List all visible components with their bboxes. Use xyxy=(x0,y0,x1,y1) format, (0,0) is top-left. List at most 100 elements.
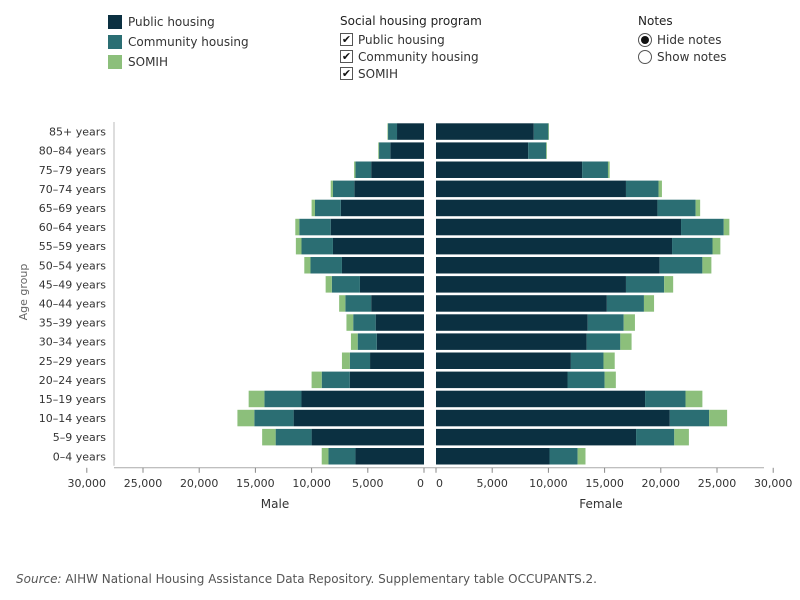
bar-female xyxy=(436,218,682,236)
source-note: Source: AIHW National Housing Assistance… xyxy=(16,572,597,586)
bar-male xyxy=(248,390,265,408)
filter-option-community-housing[interactable]: ✔ Community housing xyxy=(340,48,482,65)
bar-female xyxy=(436,352,571,369)
bar-female xyxy=(672,237,713,255)
bar-female xyxy=(643,295,655,312)
x-tick-label: 5,000 xyxy=(476,477,508,490)
age-group-label: 60–64 years xyxy=(39,221,107,234)
bar-female xyxy=(436,199,658,217)
bar-female xyxy=(436,257,660,274)
bar-female xyxy=(657,199,696,217)
x-tick-label: 20,000 xyxy=(642,477,681,490)
bar-female xyxy=(528,142,547,159)
filter-option-label: Public housing xyxy=(358,32,445,47)
age-group-label: 10–14 years xyxy=(39,412,107,425)
age-group-label: 0–4 years xyxy=(53,450,107,463)
y-axis-label: Age group xyxy=(17,264,30,321)
filter-option-public-housing[interactable]: ✔ Public housing xyxy=(340,31,482,48)
notes-toggle: Notes Hide notes Show notes xyxy=(638,14,726,65)
bar-male xyxy=(354,161,356,178)
age-group-label: 35–39 years xyxy=(39,317,107,330)
bar-female xyxy=(436,180,626,198)
bar-female xyxy=(664,276,674,293)
filter-title: Social housing program xyxy=(340,14,482,28)
bar-male xyxy=(237,409,255,427)
x-tick-label: 0 xyxy=(417,477,424,490)
bar-female xyxy=(586,333,621,350)
bar-female xyxy=(604,371,616,389)
bar-female xyxy=(533,123,549,140)
radio-unselected-icon[interactable] xyxy=(638,49,652,64)
x-tick-label: 5,000 xyxy=(352,477,384,490)
filter-option-label: Community housing xyxy=(358,49,479,64)
bar-male xyxy=(397,123,424,140)
age-group-label: 5–9 years xyxy=(53,431,107,444)
notes-option-hide[interactable]: Hide notes xyxy=(638,31,726,48)
bar-female xyxy=(436,295,607,312)
notes-title: Notes xyxy=(638,14,673,28)
bar-male xyxy=(275,428,312,446)
age-group-label: 70–74 years xyxy=(39,183,107,196)
bar-female xyxy=(436,371,568,389)
bar-female xyxy=(636,428,675,446)
bar-female xyxy=(570,352,604,369)
x-tick-label: 15,000 xyxy=(236,477,275,490)
bar-female xyxy=(582,161,608,178)
bar-female xyxy=(436,123,534,140)
bar-male xyxy=(359,276,424,293)
x-tick-label: 30,000 xyxy=(68,477,107,490)
legend-label: SOMIH xyxy=(128,55,168,69)
bar-male xyxy=(311,199,315,217)
source-prefix: Source: xyxy=(16,572,62,586)
radio-selected-icon[interactable] xyxy=(638,32,652,47)
bar-male xyxy=(378,142,380,159)
checkbox-checked-icon[interactable]: ✔ xyxy=(340,67,353,80)
age-group-label: 75–79 years xyxy=(39,164,107,177)
age-group-label: 30–34 years xyxy=(39,336,107,349)
bar-male xyxy=(321,448,329,465)
bar-male xyxy=(388,123,398,140)
bar-male xyxy=(301,237,333,255)
x-tick-label: 10,000 xyxy=(292,477,331,490)
checkbox-checked-icon[interactable]: ✔ xyxy=(340,33,353,46)
bar-female xyxy=(436,428,637,446)
bar-female xyxy=(681,218,724,236)
bar-male xyxy=(355,448,424,465)
legend-swatch xyxy=(108,35,122,49)
age-group-label: 15–19 years xyxy=(39,393,107,406)
x-tick-label: 25,000 xyxy=(124,477,163,490)
bar-male xyxy=(357,333,377,350)
bar-female xyxy=(620,333,632,350)
legend-item-public-housing: Public housing xyxy=(108,12,249,32)
bar-male xyxy=(332,237,424,255)
bar-female xyxy=(625,180,659,198)
bar-male xyxy=(346,314,354,331)
bar-female xyxy=(577,448,586,465)
bar-male xyxy=(341,257,424,274)
x-tick-label: 15,000 xyxy=(585,477,624,490)
age-group-labels: 85+ years 80–84 years 75–79 years 70–74 yea… xyxy=(39,126,107,464)
bar-male xyxy=(254,409,294,427)
notes-option-show[interactable]: Show notes xyxy=(638,48,726,65)
bar-female xyxy=(436,142,529,159)
bar-female xyxy=(436,409,670,427)
bar-male xyxy=(301,390,424,408)
bar-female xyxy=(606,295,644,312)
bar-female xyxy=(623,314,635,331)
bar-male xyxy=(379,142,391,159)
filter-option-somih[interactable]: ✔ SOMIH xyxy=(340,65,482,82)
bar-female xyxy=(548,123,549,140)
bar-male xyxy=(341,352,350,369)
age-group-label: 65–69 years xyxy=(39,202,107,215)
bar-female xyxy=(723,218,730,236)
bar-female xyxy=(607,161,610,178)
bar-male xyxy=(353,314,376,331)
age-group-label: 85+ years xyxy=(49,126,106,139)
checkbox-checked-icon[interactable]: ✔ xyxy=(340,50,353,63)
bar-female xyxy=(436,276,626,293)
bar-female xyxy=(549,448,578,465)
age-group-label: 40–44 years xyxy=(39,297,107,310)
source-text: AIHW National Housing Assistance Data Re… xyxy=(61,572,597,586)
program-filter: Social housing program ✔ Public housing … xyxy=(340,14,482,82)
female-axis-label: Female xyxy=(579,497,622,511)
